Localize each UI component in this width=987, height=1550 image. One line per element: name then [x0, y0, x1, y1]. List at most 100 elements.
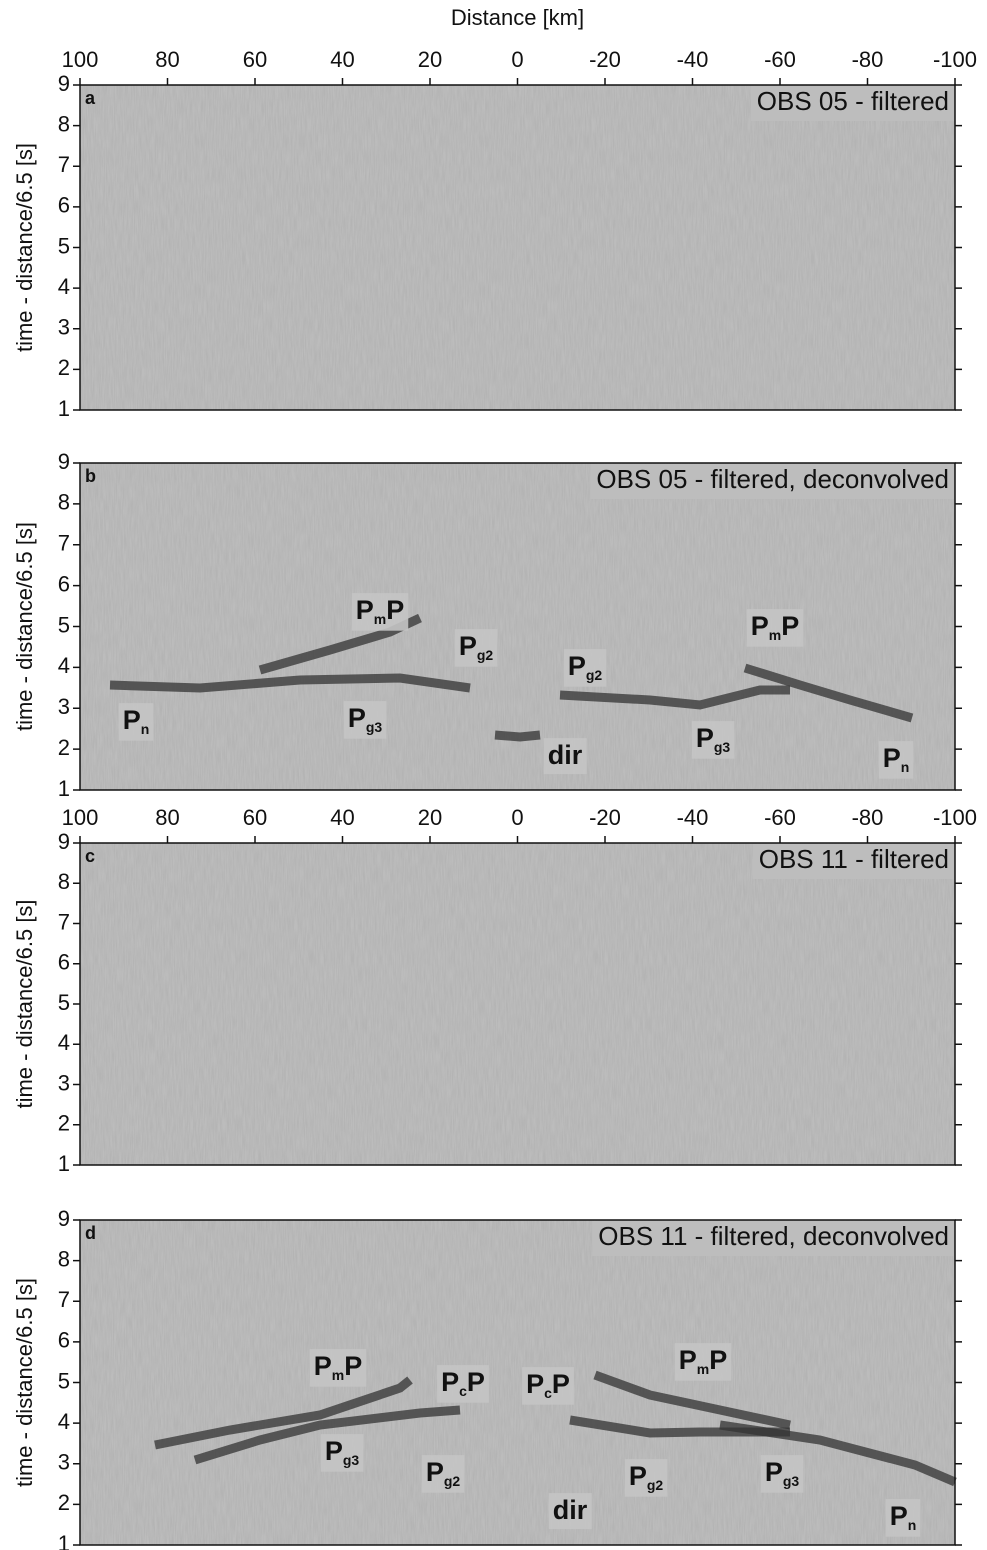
title-box — [590, 464, 954, 499]
panel-label: a — [85, 88, 96, 108]
panel-label: b — [85, 466, 96, 486]
y-tick-label: 8 — [58, 1246, 70, 1271]
phase-name: dir — [553, 1495, 588, 1525]
x-tick-label: 0 — [511, 47, 523, 72]
phase-name: P — [526, 1369, 544, 1399]
pick-band — [743, 663, 914, 723]
x-tick-label: -60 — [764, 805, 796, 830]
phase-label-box — [543, 738, 587, 775]
phase-name: P — [356, 595, 374, 625]
phase-subscript: n — [908, 1517, 917, 1533]
x-tick-label: 0 — [511, 805, 523, 830]
title-box — [750, 86, 954, 121]
y-axis-label: time - distance/6.5 [s] — [12, 143, 37, 352]
seismic-traces — [80, 1220, 955, 1545]
phase-label-box — [878, 741, 914, 779]
panel-title: OBS 05 - filtered — [757, 86, 949, 116]
y-tick-label: 8 — [58, 111, 70, 136]
phase-subscript: g2 — [477, 647, 494, 663]
phase-suffix: P — [344, 1351, 362, 1381]
phase-label: dir — [548, 1493, 592, 1530]
y-tick-label: 9 — [58, 71, 70, 96]
y-tick-label: 2 — [58, 735, 70, 760]
y-tick-label: 9 — [58, 829, 70, 854]
pick-band — [154, 1376, 413, 1450]
phase-suffix: P — [552, 1369, 570, 1399]
phase-label: Pn — [885, 1499, 921, 1537]
phase-name: P — [314, 1351, 332, 1381]
phase-name: P — [426, 1457, 444, 1487]
pick-band — [559, 685, 790, 710]
y-tick-label: 7 — [58, 909, 70, 934]
phase-label-text: dir — [553, 1495, 588, 1525]
phase-label: Pg2 — [454, 629, 498, 667]
y-tick-label: 6 — [58, 193, 70, 218]
y-tick-label: 1 — [58, 776, 70, 801]
phase-label-box — [118, 703, 154, 741]
phase-subscript: n — [141, 721, 150, 737]
phase-subscript: g2 — [444, 1473, 461, 1489]
pick-band — [593, 1370, 791, 1430]
y-tick-label: 1 — [58, 1151, 70, 1176]
panel-title: OBS 11 - filtered — [759, 844, 949, 874]
phase-label: Pg3 — [691, 721, 735, 759]
y-tick-label: 5 — [58, 1368, 70, 1393]
phase-suffix: P — [781, 611, 799, 641]
phase-label-text: PmP — [751, 611, 799, 643]
phase-label: PcP — [437, 1365, 489, 1403]
phase-name: P — [459, 631, 477, 661]
y-tick-label: 8 — [58, 490, 70, 515]
phase-label-box — [746, 609, 804, 647]
y-tick-label: 8 — [58, 869, 70, 894]
x-tick-label: -80 — [852, 805, 884, 830]
x-tick-label: -40 — [677, 805, 709, 830]
phase-label-box — [454, 629, 498, 667]
phase-label-box — [885, 1499, 921, 1537]
phase-subscript: m — [769, 627, 781, 643]
y-tick-label: 5 — [58, 990, 70, 1015]
panel-label: c — [85, 846, 95, 866]
x-tick-label: 60 — [243, 47, 267, 72]
phase-label: PmP — [309, 1349, 367, 1387]
y-tick-label: 1 — [58, 396, 70, 421]
phase-label-text: Pg2 — [629, 1461, 664, 1493]
phase-suffix: P — [709, 1345, 727, 1375]
phase-name: P — [325, 1436, 343, 1466]
phase-label-box — [563, 649, 607, 687]
phase-name: P — [348, 703, 366, 733]
phase-suffix: P — [467, 1367, 485, 1397]
x-tick-label: 40 — [330, 805, 354, 830]
panel-label: d — [85, 1223, 96, 1243]
phase-label-box — [351, 593, 409, 631]
y-tick-label: 4 — [58, 1409, 70, 1434]
y-tick-label: 3 — [58, 1070, 70, 1095]
phase-label-text: PmP — [314, 1351, 362, 1383]
phase-label-box — [522, 1367, 574, 1405]
y-tick-label: 6 — [58, 1328, 70, 1353]
y-tick-label: 5 — [58, 233, 70, 258]
y-axis-label: time - distance/6.5 [s] — [12, 1278, 37, 1487]
phase-label: Pn — [118, 703, 154, 741]
phase-subscript: m — [374, 611, 386, 627]
y-tick-label: 2 — [58, 1111, 70, 1136]
phase-label-box — [421, 1455, 465, 1493]
seismic-traces — [80, 85, 955, 410]
x-tick-label: -100 — [933, 805, 977, 830]
phase-subscript: g2 — [586, 667, 603, 683]
phase-label-text: Pg2 — [568, 651, 603, 683]
y-tick-label: 3 — [58, 1450, 70, 1475]
phase-label-box — [343, 701, 387, 739]
pick-band — [193, 1405, 461, 1465]
phase-name: P — [568, 651, 586, 681]
x-tick-label: 100 — [62, 47, 99, 72]
x-tick-label: 20 — [418, 47, 442, 72]
phase-label: PmP — [746, 609, 804, 647]
x-tick-label: -20 — [589, 805, 621, 830]
phase-label-box — [548, 1493, 592, 1530]
y-tick-label: 4 — [58, 653, 70, 678]
phase-name: P — [123, 705, 141, 735]
panel-title: OBS 11 - filtered, deconvolved — [598, 1221, 949, 1251]
x-tick-label: 60 — [243, 805, 267, 830]
y-tick-label: 1 — [58, 1531, 70, 1550]
phase-subscript: g3 — [366, 719, 383, 735]
